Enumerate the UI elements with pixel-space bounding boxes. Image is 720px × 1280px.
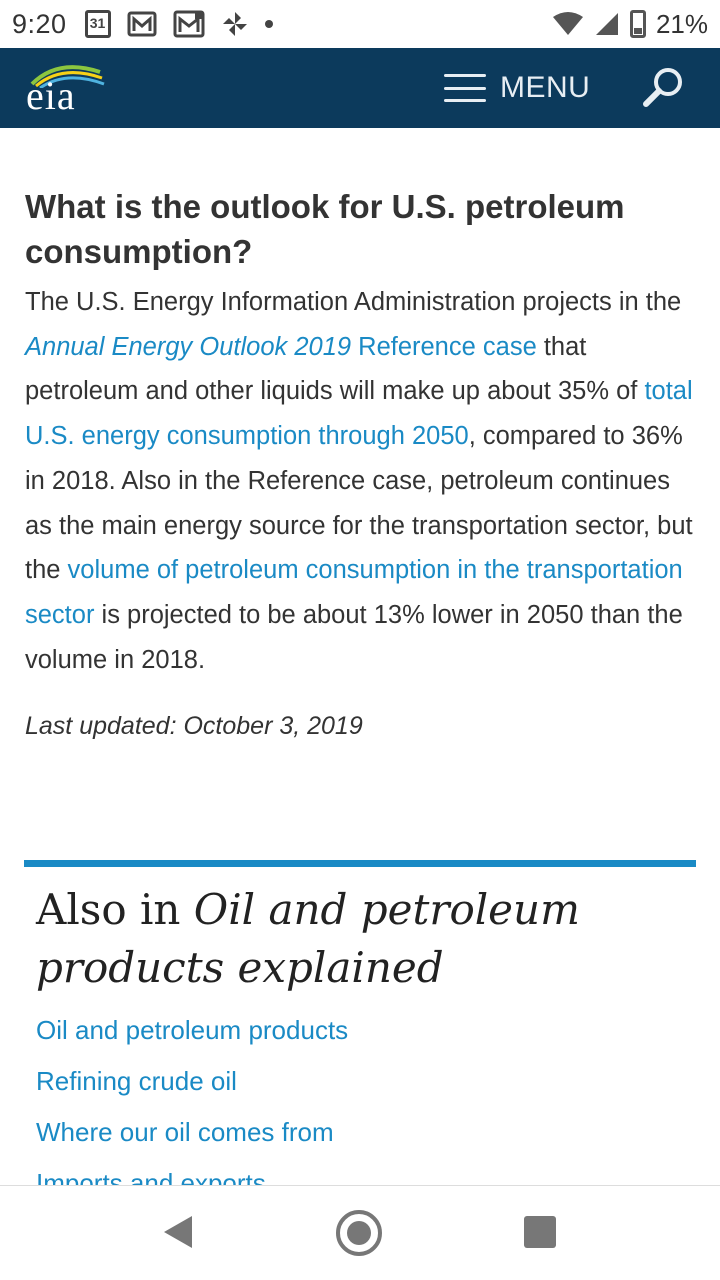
page-title: What is the outlook for U.S. petroleum c… bbox=[25, 188, 625, 270]
site-header: eia MENU bbox=[0, 48, 720, 128]
also-links-list: Oil and petroleum products Refining crud… bbox=[36, 1005, 696, 1185]
status-bar: 9:20 31 21% bbox=[0, 0, 720, 48]
also-link-refining[interactable]: Refining crude oil bbox=[36, 1066, 237, 1096]
also-in-section: Also in Oil and petroleum products expla… bbox=[24, 860, 696, 1185]
text-segment: The U.S. Energy Information Administrati… bbox=[25, 288, 682, 316]
also-link-imports-exports[interactable]: Imports and exports bbox=[36, 1168, 266, 1185]
also-title-prefix: Also in bbox=[36, 885, 194, 934]
search-button[interactable] bbox=[640, 64, 688, 112]
also-title-topic: Oil and petroleum products explained bbox=[36, 885, 580, 992]
also-link-oil-sources[interactable]: Where our oil comes from bbox=[36, 1117, 334, 1147]
eia-logo[interactable]: eia bbox=[24, 60, 105, 118]
also-link-oil-products[interactable]: Oil and petroleum products bbox=[36, 1015, 349, 1045]
total-energy-consumption-link[interactable]: total U.S. energy consumption through 20… bbox=[25, 377, 693, 451]
hamburger-icon bbox=[444, 74, 486, 102]
gmail-icon bbox=[127, 11, 157, 37]
logo-swoosh-icon bbox=[30, 65, 105, 88]
also-in-title: Also in Oil and petroleum products expla… bbox=[36, 881, 696, 997]
battery-icon bbox=[629, 10, 646, 38]
signal-icon bbox=[595, 13, 618, 35]
android-nav-bar bbox=[0, 1185, 720, 1280]
search-icon bbox=[643, 68, 682, 107]
notification-dot-icon bbox=[264, 20, 273, 28]
back-icon[interactable] bbox=[162, 1214, 194, 1250]
logo-text: eia bbox=[26, 73, 76, 118]
status-system-icons: 21% bbox=[552, 0, 708, 48]
status-time: 9:20 bbox=[12, 8, 67, 39]
aeo-2019-link[interactable]: Annual Energy Outlook 2019 bbox=[25, 332, 352, 361]
wifi-icon bbox=[552, 12, 583, 35]
menu-label: MENU bbox=[500, 71, 591, 104]
calendar-icon: 31 bbox=[84, 10, 111, 38]
scroll-content[interactable]: What is the outlook for U.S. petroleum c… bbox=[0, 0, 720, 1185]
last-updated: Last updated: October 3, 2019 bbox=[25, 712, 363, 741]
pinwheel-icon bbox=[222, 12, 247, 36]
text-segment: that petroleum and other liquids will ma… bbox=[25, 332, 645, 406]
text-segment: , compared to 36% in 2018. Also in the R… bbox=[25, 422, 693, 585]
recent-apps-icon[interactable] bbox=[524, 1216, 556, 1248]
status-notification-icons: 31 bbox=[84, 10, 273, 38]
text-segment: is projected to be about 13% lower in 20… bbox=[25, 600, 683, 674]
home-icon[interactable] bbox=[336, 1210, 382, 1256]
transportation-consumption-link[interactable]: volume of petroleum consumption in the t… bbox=[25, 556, 683, 629]
gmail-icon bbox=[173, 10, 205, 38]
menu-button[interactable]: MENU bbox=[444, 62, 590, 114]
battery-percent: 21% bbox=[655, 8, 708, 39]
reference-case-link[interactable]: Reference case bbox=[351, 332, 537, 361]
article-paragraph: The U.S. Energy Information Administrati… bbox=[25, 280, 697, 682]
article: What is the outlook for U.S. petroleum c… bbox=[25, 128, 697, 741]
